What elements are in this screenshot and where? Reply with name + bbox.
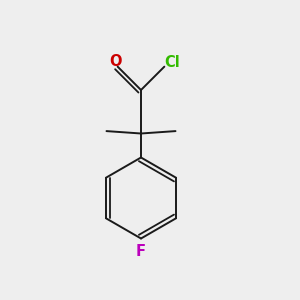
Text: Cl: Cl [164, 55, 180, 70]
Text: O: O [109, 54, 122, 69]
Text: F: F [136, 244, 146, 260]
